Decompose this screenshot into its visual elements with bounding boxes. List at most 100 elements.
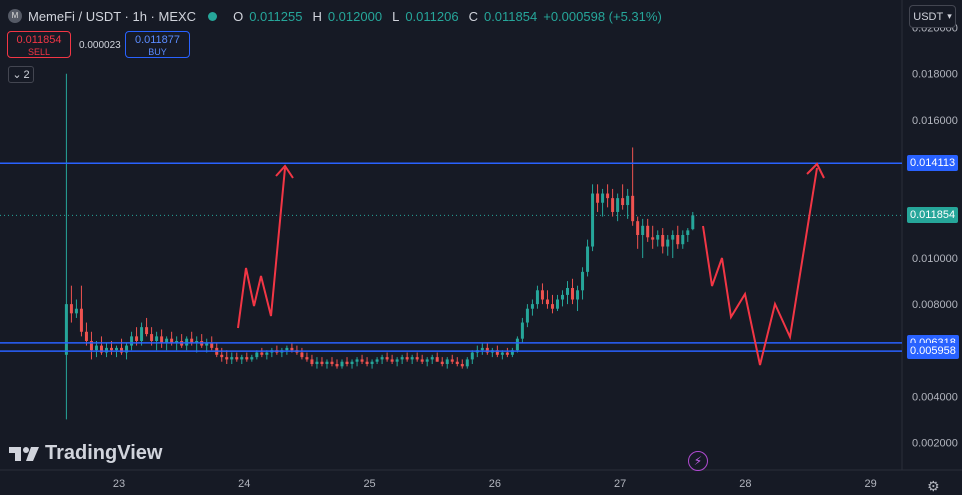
candle <box>285 345 289 355</box>
indicators-count: 2 <box>23 68 30 81</box>
candle-body <box>410 357 414 360</box>
time-tick-label: 24 <box>238 478 250 490</box>
candle <box>631 147 635 226</box>
ohlc-close-value: 0.011854 <box>483 8 538 24</box>
price-tick-label: 0.016000 <box>912 115 958 127</box>
candle-body <box>520 322 524 339</box>
price-tick-label: 0.008000 <box>912 299 958 311</box>
candle <box>295 345 299 355</box>
candle-body <box>150 334 154 341</box>
tradingview-logo[interactable]: TradingView <box>9 442 162 465</box>
horizontal-lines[interactable] <box>0 162 902 352</box>
price-tick-label: 0.002000 <box>912 437 958 449</box>
price-axis[interactable]: 0.0020000.0040000.0060000.0080000.010000… <box>912 23 958 450</box>
candle <box>671 230 675 259</box>
candle-body <box>480 347 484 351</box>
candle <box>245 352 249 362</box>
candle-body <box>305 357 309 360</box>
price-change: +0.000598 (+5.31%) <box>543 8 662 24</box>
price-tick-label: 0.018000 <box>912 69 958 81</box>
candle-body <box>651 237 655 240</box>
candle-body <box>440 361 444 365</box>
candle <box>425 357 429 367</box>
candle <box>195 336 199 353</box>
ohlc-open-key: O <box>233 8 244 24</box>
currency-button[interactable]: USDT ▾ <box>909 5 956 28</box>
candle <box>370 359 374 369</box>
candle <box>505 347 509 358</box>
ohlc-open-value: 0.011255 <box>249 8 303 24</box>
lightning-icon[interactable]: ⚡ <box>688 451 708 471</box>
candle <box>510 347 514 358</box>
candle <box>555 294 559 312</box>
candle-body <box>636 221 640 235</box>
candles <box>64 73 695 420</box>
candle-body <box>495 350 499 355</box>
time-axis[interactable]: 23 24 25 26 27 28 29 <box>113 478 877 490</box>
candle-body <box>135 336 139 341</box>
candle <box>445 357 449 369</box>
candle-body <box>445 359 449 365</box>
settings-gear-icon[interactable]: ⚙ <box>927 478 940 494</box>
ohlc-low-value: 0.011206 <box>405 8 459 24</box>
candle-body <box>220 354 224 358</box>
candle-body <box>300 352 304 358</box>
drawings[interactable] <box>237 162 825 366</box>
candle-body <box>425 359 429 362</box>
candle <box>450 354 454 365</box>
candle-body <box>79 308 83 332</box>
candle <box>646 218 650 242</box>
candle-body <box>661 235 665 247</box>
candle <box>661 228 665 254</box>
candle <box>335 359 339 369</box>
sell-button[interactable]: 0.011854 SELL <box>7 31 71 58</box>
projection-arrow-right[interactable] <box>702 167 818 366</box>
candle <box>596 184 600 212</box>
candle <box>571 278 575 305</box>
candle-body <box>99 345 103 353</box>
candle-body <box>596 193 600 203</box>
candle-body <box>510 350 514 355</box>
indicators-collapse-button[interactable]: ⌄ 2 <box>8 66 34 83</box>
candle <box>470 350 474 365</box>
candle-body <box>360 359 364 362</box>
candle-body <box>350 361 354 365</box>
candle <box>64 73 68 420</box>
candle-body <box>340 361 344 367</box>
candle-body <box>515 338 519 351</box>
candle-body <box>555 299 559 309</box>
time-tick-label: 28 <box>739 478 751 490</box>
candle-body <box>74 308 78 314</box>
candle <box>140 322 144 346</box>
candle-body <box>125 345 129 353</box>
candle <box>581 267 585 300</box>
buy-button[interactable]: 0.011877 BUY <box>125 31 190 58</box>
candle <box>380 354 384 365</box>
candle <box>676 225 680 249</box>
candle <box>69 285 73 323</box>
candle <box>250 354 254 362</box>
price-tick-label: 0.020000 <box>912 23 958 35</box>
candle-body <box>430 357 434 360</box>
candle-body <box>210 343 214 348</box>
symbol-title[interactable]: MemeFi / USDT · 1h · MEXC <box>28 8 197 24</box>
candle-body <box>375 359 379 362</box>
candle <box>601 188 605 217</box>
candle-body <box>525 308 529 323</box>
candle-body <box>145 327 149 335</box>
candle-body <box>355 359 359 362</box>
candle-body <box>616 198 620 212</box>
candle <box>591 184 595 252</box>
candle-body <box>140 327 144 341</box>
candle-body <box>365 361 369 365</box>
candle <box>94 340 98 358</box>
candle <box>79 285 83 337</box>
candle-body <box>681 235 685 245</box>
sell-label: SELL <box>27 47 51 57</box>
projection-arrow-left[interactable] <box>237 167 286 329</box>
candle-body <box>250 357 254 360</box>
last-price-tag: 0.011854 <box>907 207 959 224</box>
candle-body <box>560 294 564 300</box>
